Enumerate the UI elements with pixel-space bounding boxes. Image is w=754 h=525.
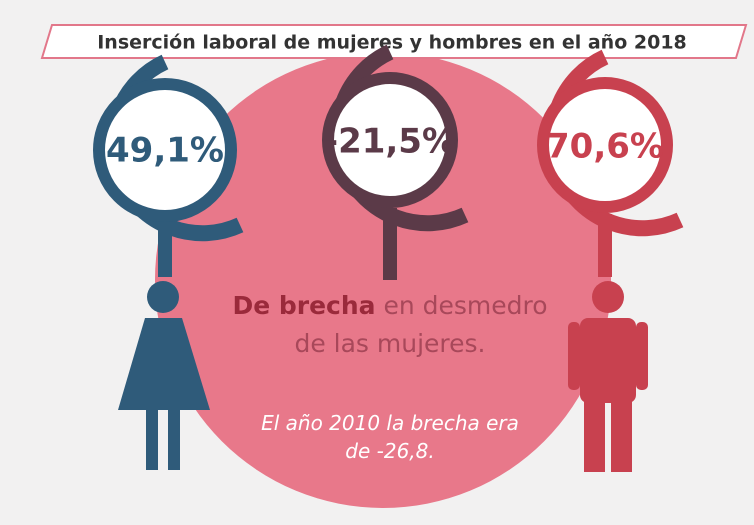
woman-icon	[93, 54, 244, 470]
gap-icon	[322, 44, 469, 280]
man-icon	[537, 49, 684, 472]
title-box	[40, 24, 748, 59]
title: Inserción laboral de mujeres y hombres e…	[97, 32, 687, 54]
footnote-line: El año 2010 la brecha era	[261, 411, 519, 435]
indicator-men: 70,6%	[546, 127, 664, 167]
footnote-line: de -26,8.	[345, 439, 434, 463]
note-line2: de las mujeres.	[294, 329, 485, 358]
note-text: en desmedro	[383, 291, 547, 320]
indicator-women: 49,1%	[106, 131, 224, 171]
indicator-gap: -21,5%	[324, 122, 456, 162]
note-line1: De brecha en desmedro	[232, 291, 547, 320]
note-bold: De brecha	[232, 291, 375, 320]
